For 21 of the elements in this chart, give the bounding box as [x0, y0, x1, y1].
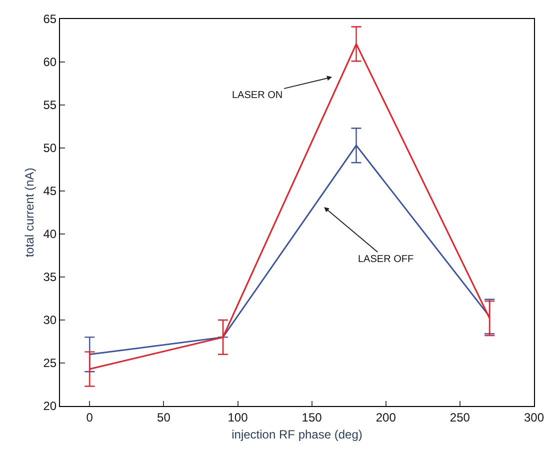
y-tick-label: 55 — [43, 98, 57, 112]
x-tick-label: 100 — [228, 410, 248, 424]
x-tick-label: 0 — [86, 410, 94, 424]
y-tick-label: 25 — [43, 356, 57, 370]
y-tick-label: 40 — [43, 227, 57, 242]
x-tick-label: 50 — [157, 410, 171, 424]
y-tick-label: 30 — [43, 313, 57, 328]
x-tick-label: 200 — [376, 410, 396, 424]
annotation: LASER ON — [232, 90, 283, 101]
x-tick-label: 150 — [302, 410, 322, 424]
y-axis-title: total current (nA) — [22, 168, 37, 258]
annotation: LASER OFF — [358, 254, 414, 265]
x-axis-title: injection RF phase (deg) — [232, 427, 362, 442]
y-tick-label: 20 — [43, 399, 57, 414]
y-tick-label: 45 — [43, 184, 57, 198]
x-tick-label: 300 — [524, 410, 544, 424]
y-tick-label: 65 — [43, 12, 57, 26]
y-tick-label: 35 — [43, 270, 57, 284]
y-tick-label: 60 — [43, 55, 57, 70]
y-tick-label: 50 — [43, 141, 57, 156]
x-tick-label: 250 — [450, 410, 470, 424]
